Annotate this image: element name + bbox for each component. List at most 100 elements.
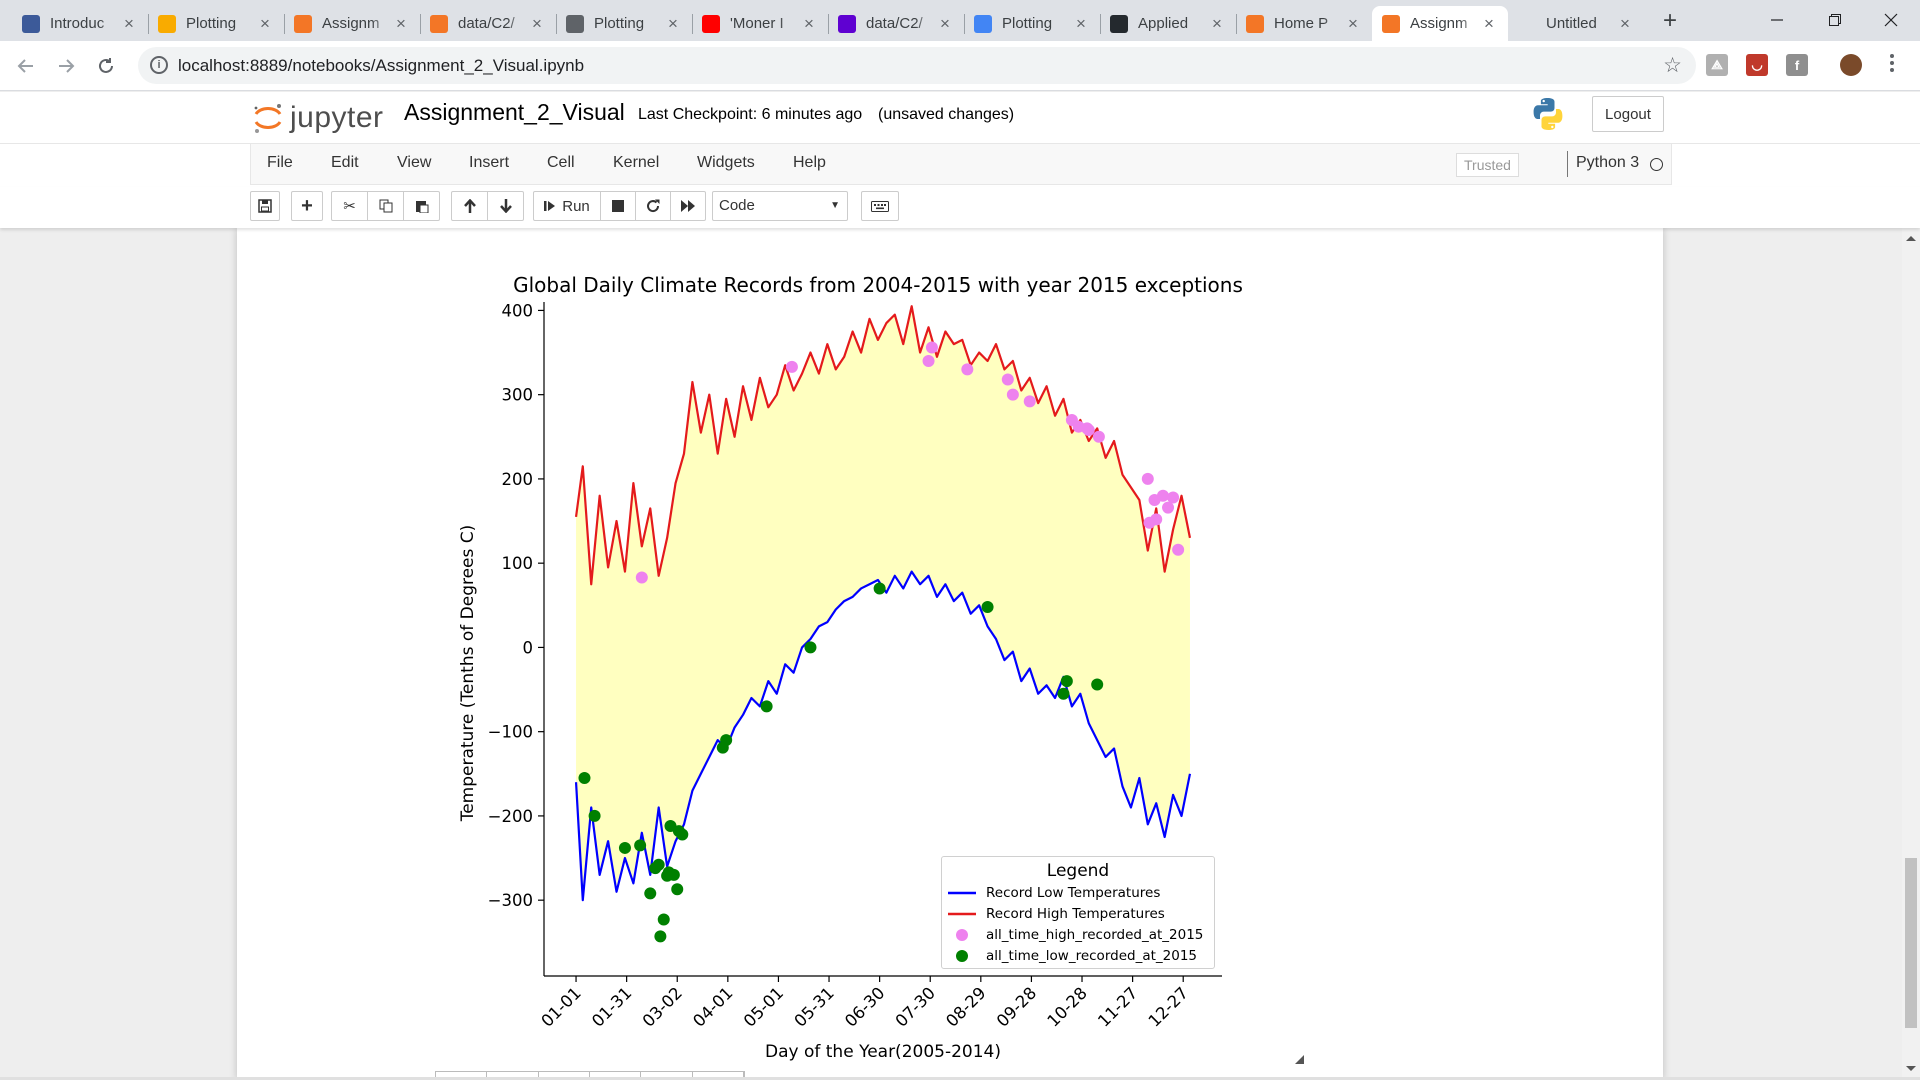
tab-separator [148, 14, 149, 34]
restart-run-all-button[interactable] [670, 191, 706, 221]
legend-item-record-low: Record Low Temperatures [948, 883, 1160, 903]
browser-tab[interactable]: Plotting × [964, 6, 1100, 41]
restore-button[interactable] [1806, 0, 1864, 40]
tab-title: Plotting [186, 15, 237, 32]
browser-tab[interactable]: 'Moner I × [692, 6, 828, 41]
browser-menu-icon[interactable] [1888, 54, 1896, 72]
tab-separator [1236, 14, 1237, 34]
paste-button[interactable] [403, 191, 440, 221]
insert-cell-button[interactable]: + [291, 191, 323, 221]
close-icon [1884, 13, 1898, 27]
address-bar[interactable]: i localhost:8889/notebooks/Assignment_2_… [138, 47, 1696, 84]
menu-edit[interactable]: Edit [331, 154, 359, 171]
browser-tab[interactable]: data/C2/ × [828, 6, 964, 41]
url-text[interactable]: localhost:8889/notebooks/Assignment_2_Vi… [178, 56, 585, 75]
menu-kernel[interactable]: Kernel [613, 154, 660, 171]
menu-help[interactable]: Help [793, 154, 826, 171]
notebook-name[interactable]: Assignment_2_Visual [404, 99, 625, 125]
scroll-up-arrow-icon[interactable] [1906, 236, 1916, 241]
legend-item-high-2015: all_time_high_recorded_at_2015 [948, 925, 1203, 945]
close-tab-icon[interactable]: × [1620, 13, 1630, 33]
command-palette-button[interactable] [861, 191, 899, 221]
run-button[interactable]: Run [533, 191, 601, 221]
close-tab-icon[interactable]: × [668, 13, 678, 33]
github-icon [1110, 14, 1128, 33]
restart-icon [647, 199, 660, 213]
menu-widgets[interactable]: Widgets [697, 154, 755, 171]
close-tab-icon[interactable]: × [532, 13, 542, 33]
facebook-extension-icon[interactable]: f [1786, 54, 1808, 76]
tab-separator [420, 14, 421, 34]
move-up-button[interactable] [451, 191, 488, 221]
close-tab-icon[interactable]: × [124, 13, 134, 33]
browser-tab[interactable]: Home P × [1236, 6, 1372, 41]
restart-kernel-button[interactable] [635, 191, 671, 221]
pocket-extension-icon[interactable]: ◡ [1746, 54, 1768, 76]
jupyter-header: jupyter Assignment_2_Visual Last Checkpo… [0, 92, 1920, 143]
jupyter-icon [430, 14, 448, 33]
bookmark-star-icon[interactable]: ☆ [1663, 54, 1682, 77]
browser-tab[interactable]: Plotting × [148, 6, 284, 41]
tab-title: Applied [1138, 15, 1189, 32]
reload-icon [99, 58, 113, 73]
close-tab-icon[interactable]: × [1076, 13, 1086, 33]
close-tab-icon[interactable]: × [1348, 13, 1358, 33]
site-info-icon[interactable]: i [150, 56, 168, 74]
jupyter-icon [1246, 14, 1264, 33]
autosave-status: (unsaved changes) [878, 106, 1015, 123]
jupyter-logo[interactable]: jupyter [252, 96, 384, 140]
forward-arrow-icon [59, 59, 75, 73]
checkpoint-status: Last Checkpoint: 6 minutes ago [638, 106, 863, 123]
jupyter-icon [294, 14, 312, 33]
bottom-edge [0, 1077, 1920, 1080]
browser-tab[interactable]: Assignm × [284, 6, 420, 41]
legend-label: all_time_high_recorded_at_2015 [986, 927, 1204, 943]
close-tab-icon[interactable]: × [804, 13, 814, 33]
arrow-down-icon [499, 199, 512, 213]
close-tab-icon[interactable]: × [940, 13, 950, 33]
back-button[interactable] [10, 50, 42, 82]
close-tab-icon[interactable]: × [396, 13, 406, 33]
cell-type-select[interactable]: Code ▼ [712, 191, 848, 221]
paste-icon [415, 201, 428, 213]
interrupt-kernel-button[interactable] [600, 191, 636, 221]
profile-avatar[interactable] [1840, 54, 1862, 76]
save-button[interactable] [250, 191, 280, 221]
pdf-extension-icon[interactable]: ⟁ [1706, 54, 1728, 76]
new-tab-button[interactable]: + [1662, 7, 1677, 34]
blank-icon [1518, 14, 1536, 33]
close-tab-icon[interactable]: × [1212, 13, 1222, 33]
menu-view[interactable]: View [397, 154, 432, 171]
minimize-button[interactable] [1748, 0, 1806, 40]
forward-button[interactable] [50, 50, 82, 82]
menu-file[interactable]: File [267, 154, 293, 171]
menu-insert[interactable]: Insert [469, 154, 510, 171]
menu-cell[interactable]: Cell [547, 154, 575, 171]
browser-tab[interactable]: Applied × [1100, 6, 1236, 41]
cut-button[interactable]: ✂ [331, 191, 368, 221]
scissors-icon: ✂ [343, 198, 356, 215]
tab-separator [828, 14, 829, 34]
browser-tab[interactable]: Untitled × [1508, 6, 1644, 41]
tab-separator [556, 14, 557, 34]
move-down-button[interactable] [487, 191, 524, 221]
chart-legend: Legend Record Low Temperatures Record Hi… [941, 856, 1215, 969]
close-tab-icon[interactable]: × [260, 13, 270, 33]
copy-button[interactable] [367, 191, 404, 221]
browser-tab[interactable]: Assignm × [1372, 6, 1508, 41]
output-resize-handle[interactable] [1295, 1055, 1304, 1064]
page-scrollbar[interactable] [1902, 228, 1920, 1080]
close-window-button[interactable] [1862, 0, 1920, 40]
trusted-indicator[interactable]: Trusted [1456, 153, 1519, 177]
step-forward-icon [544, 201, 556, 211]
legend-item-record-high: Record High Temperatures [948, 904, 1165, 924]
browser-tab[interactable]: Plotting × [556, 6, 692, 41]
browser-tab[interactable]: data/C2/ × [420, 6, 556, 41]
plus-icon: + [301, 194, 313, 217]
scroll-down-arrow-icon[interactable] [1906, 1066, 1916, 1071]
logout-button[interactable]: Logout [1592, 96, 1664, 132]
browser-tab[interactable]: Introduc × [12, 6, 148, 41]
close-tab-icon[interactable]: × [1484, 13, 1494, 33]
scrollbar-thumb[interactable] [1905, 858, 1917, 1028]
reload-button[interactable] [90, 50, 122, 82]
